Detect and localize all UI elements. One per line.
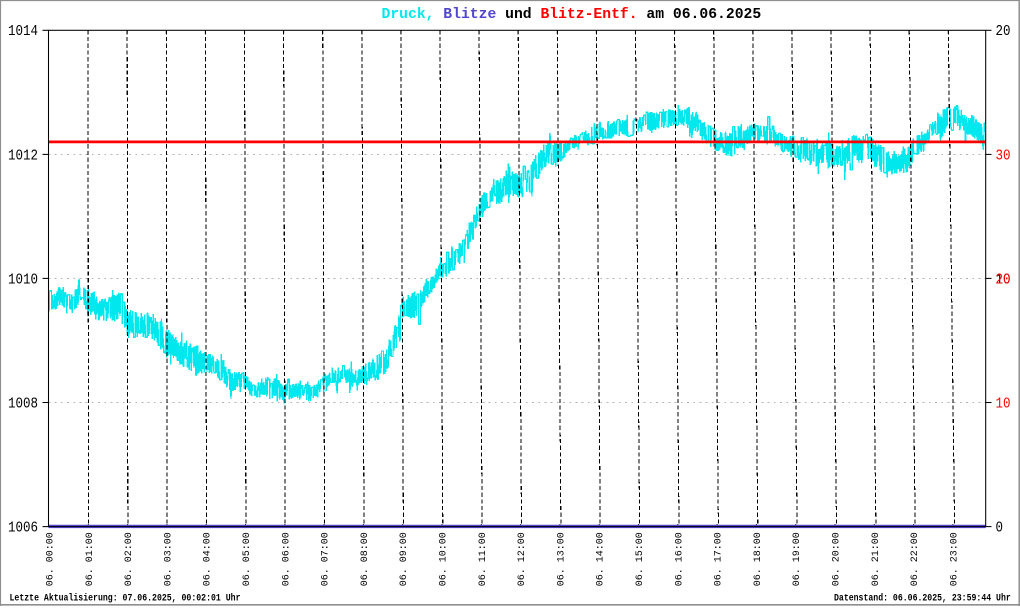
svg-text:06. 20:00: 06. 20:00 [831,532,843,586]
svg-text:06. 17:00: 06. 17:00 [713,532,725,586]
svg-text:10: 10 [996,395,1011,412]
svg-text:06. 04:00: 06. 04:00 [202,532,214,586]
svg-text:06. 00:00: 06. 00:00 [45,532,57,586]
svg-text:1012: 1012 [8,147,38,164]
svg-text:06. 05:00: 06. 05:00 [241,532,253,586]
svg-text:06. 12:00: 06. 12:00 [516,532,528,586]
svg-text:06. 21:00: 06. 21:00 [870,532,882,586]
svg-text:Blitz-Entf.: Blitz-Entf. [540,5,637,23]
svg-text:1006: 1006 [8,520,38,537]
svg-text:1008: 1008 [8,395,38,412]
svg-text:06. 06:00: 06. 06:00 [280,532,292,586]
svg-text:1010: 1010 [8,271,38,288]
svg-text:06. 10:00: 06. 10:00 [438,532,450,586]
svg-text:06. 01:00: 06. 01:00 [84,532,96,586]
svg-text:0: 0 [996,520,1004,537]
svg-text:06. 15:00: 06. 15:00 [634,532,646,586]
svg-text:20: 20 [996,23,1011,40]
svg-text:Letzte Aktualisierung: 07.06.2: Letzte Aktualisierung: 07.06.2025, 00:02… [10,593,241,605]
svg-text:am 06.06.2025: am 06.06.2025 [646,5,761,23]
svg-text:06. 19:00: 06. 19:00 [791,532,803,586]
svg-text:06. 02:00: 06. 02:00 [123,532,135,586]
svg-text:30: 30 [996,147,1011,164]
svg-text:Blitze: Blitze [443,5,496,23]
svg-text:Druck,: Druck, [382,5,435,23]
svg-text:1014: 1014 [8,23,38,40]
svg-text:06. 16:00: 06. 16:00 [673,532,685,586]
svg-text:06. 09:00: 06. 09:00 [398,532,410,586]
svg-text:20: 20 [996,271,1011,288]
svg-text:06. 13:00: 06. 13:00 [555,532,567,586]
svg-text:06. 08:00: 06. 08:00 [359,532,371,586]
svg-text:06. 03:00: 06. 03:00 [162,532,174,586]
svg-text:06. 22:00: 06. 22:00 [909,532,921,586]
svg-text:06. 07:00: 06. 07:00 [320,532,332,586]
svg-text:06. 23:00: 06. 23:00 [948,532,960,586]
svg-text:und: und [505,5,531,23]
svg-text:Datenstand: 06.06.2025, 23:59:: Datenstand: 06.06.2025, 23:59:44 Uhr [834,593,1011,605]
svg-text:06. 11:00: 06. 11:00 [477,532,489,586]
svg-text:06. 14:00: 06. 14:00 [595,532,607,586]
svg-text:06. 18:00: 06. 18:00 [752,532,764,586]
